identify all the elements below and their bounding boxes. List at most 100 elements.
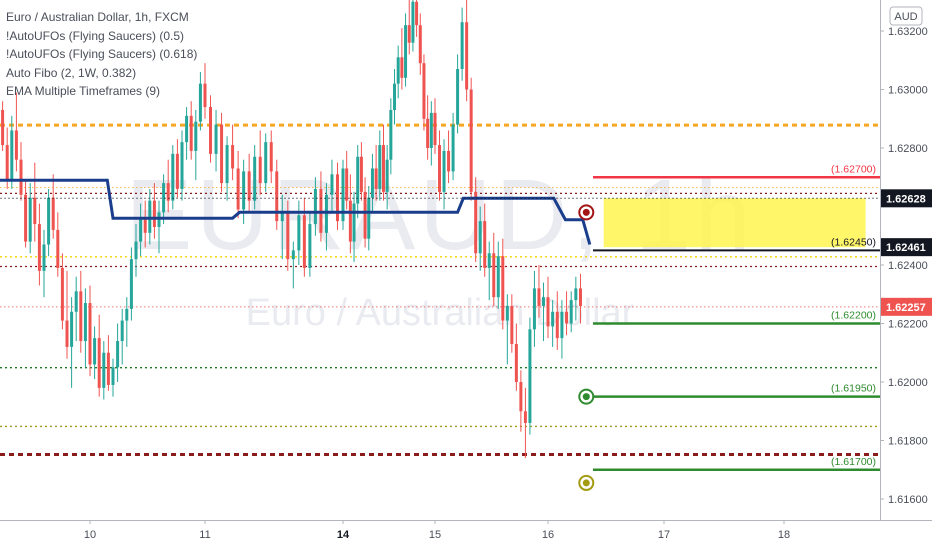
candle-body-13[interactable] [33, 197, 37, 225]
candle-body-107[interactable] [465, 22, 469, 90]
candle-body-47[interactable] [189, 115, 193, 151]
candle-body-41[interactable] [162, 183, 166, 213]
candle-body-99[interactable] [429, 112, 433, 148]
candle-body-80[interactable] [359, 156, 363, 192]
candle-body-109[interactable] [474, 191, 478, 254]
legend-auto-fibo[interactable]: Auto Fibo (2, 1W, 0.382) [6, 65, 137, 80]
candle-body-34[interactable] [129, 259, 133, 309]
candle-body-21[interactable] [70, 311, 74, 347]
candle-body-57[interactable] [242, 171, 246, 210]
candle-body-65[interactable] [286, 212, 290, 260]
candle-body-105[interactable] [456, 69, 460, 125]
candle-body-97[interactable] [422, 63, 426, 119]
candle-body-12[interactable] [28, 197, 32, 242]
candle-body-49[interactable] [198, 83, 202, 122]
candle-body-39[interactable] [152, 200, 156, 227]
candle-body-58[interactable] [247, 171, 251, 201]
candle-body-22[interactable] [74, 291, 78, 312]
candle-body-59[interactable] [253, 156, 257, 201]
candle-body-128[interactable] [560, 311, 564, 339]
candle-body-118[interactable] [514, 343, 518, 382]
candle-body-70[interactable] [313, 188, 317, 225]
candle-body-66[interactable] [291, 250, 295, 260]
candle-body-96[interactable] [418, 25, 422, 64]
candle-body-106[interactable] [460, 22, 464, 70]
price-badge-2[interactable] [881, 297, 932, 316]
currency-badge[interactable] [889, 6, 923, 26]
candle-body-125[interactable] [546, 297, 550, 327]
candle-body-18[interactable] [56, 229, 60, 268]
candle-body-52[interactable] [214, 124, 218, 154]
candle-body-89[interactable] [393, 83, 397, 110]
candle-body-7[interactable] [5, 145, 9, 181]
candle-body-92[interactable] [404, 25, 408, 78]
candle-body-10[interactable] [19, 159, 23, 195]
candle-body-73[interactable] [330, 174, 334, 195]
candle-body-126[interactable] [551, 311, 555, 327]
legend-ufo-0618[interactable]: !AutoUFOs (Flying Saucers) (0.618) [6, 47, 198, 61]
candle-body-54[interactable] [225, 145, 229, 184]
candle-body-127[interactable] [555, 311, 559, 339]
candle-body-104[interactable] [451, 124, 455, 172]
candle-body-119[interactable] [519, 382, 523, 412]
candle-body-102[interactable] [442, 150, 446, 192]
candle-body-117[interactable] [510, 305, 514, 344]
candle-body-90[interactable] [396, 57, 400, 84]
candle-body-37[interactable] [143, 218, 147, 233]
candle-body-32[interactable] [120, 320, 124, 342]
candle-body-132[interactable] [578, 288, 582, 306]
candle-body-46[interactable] [185, 115, 189, 143]
candle-body-78[interactable] [352, 203, 356, 242]
candle-body-56[interactable] [236, 168, 240, 210]
candle-body-30[interactable] [111, 367, 115, 385]
candle-body-95[interactable] [415, 1, 419, 26]
candle-body-9[interactable] [14, 130, 18, 160]
candle-body-103[interactable] [447, 150, 451, 172]
candle-body-108[interactable] [469, 89, 473, 192]
candle-body-88[interactable] [389, 109, 393, 160]
candle-body-72[interactable] [324, 194, 328, 233]
candle-body-79[interactable] [356, 156, 360, 204]
candle-body-115[interactable] [501, 256, 505, 321]
candle-body-116[interactable] [505, 305, 509, 321]
candle-body-64[interactable] [280, 212, 284, 222]
candle-body-15[interactable] [42, 244, 46, 271]
candle-body-110[interactable] [478, 221, 482, 254]
candle-body-50[interactable] [203, 83, 207, 108]
candle-body-101[interactable] [438, 145, 442, 192]
candle-body-81[interactable] [363, 191, 367, 239]
candle-body-62[interactable] [269, 142, 273, 172]
candle-body-61[interactable] [264, 142, 268, 184]
price-badge-1[interactable] [881, 238, 932, 257]
candle-body-16[interactable] [47, 197, 51, 245]
candle-body-100[interactable] [433, 112, 437, 146]
candle-body-27[interactable] [97, 338, 101, 388]
candle-body-74[interactable] [335, 174, 339, 222]
candle-body-76[interactable] [345, 168, 349, 201]
candle-body-91[interactable] [400, 57, 404, 78]
candle-body-77[interactable] [348, 200, 352, 242]
candle-body-20[interactable] [65, 320, 69, 347]
legend-ufo-05[interactable]: !AutoUFOs (Flying Saucers) (0.5) [6, 28, 185, 43]
candle-body-130[interactable] [569, 300, 573, 324]
candle-body-121[interactable] [528, 329, 532, 423]
candle-body-29[interactable] [106, 352, 110, 385]
candle-body-82[interactable] [367, 197, 371, 239]
candle-body-67[interactable] [297, 215, 301, 251]
candle-body-114[interactable] [496, 256, 500, 298]
candle-body-120[interactable] [523, 411, 527, 423]
candle-body-75[interactable] [341, 168, 345, 222]
candle-body-84[interactable] [374, 168, 378, 189]
candle-body-35[interactable] [134, 241, 138, 260]
candle-body-55[interactable] [231, 145, 235, 169]
candle-body-43[interactable] [171, 153, 175, 201]
candle-body-51[interactable] [209, 107, 213, 154]
candle-body-122[interactable] [532, 288, 536, 330]
candle-body-42[interactable] [166, 183, 170, 201]
candle-body-44[interactable] [175, 153, 179, 189]
candle-body-87[interactable] [385, 159, 389, 192]
target-zone[interactable] [603, 198, 866, 248]
candle-body-28[interactable] [102, 352, 106, 388]
candle-body-98[interactable] [426, 118, 430, 148]
